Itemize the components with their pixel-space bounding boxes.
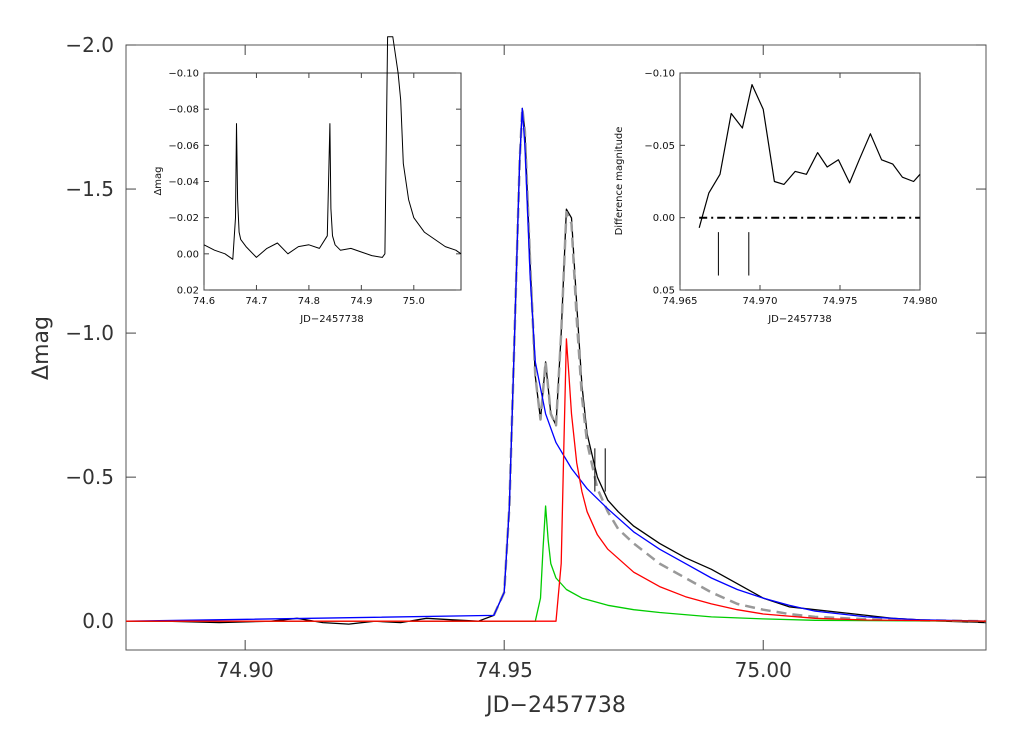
inset-left-series	[203, 36, 462, 260]
main-series	[125, 107, 987, 625]
main-x-tick-label: 74.95	[476, 658, 533, 682]
inset-right-background	[680, 73, 920, 290]
right-x-tick-label: 74.965	[663, 296, 698, 307]
inset-left-y-axis-label: Δmag	[153, 166, 164, 195]
main-series-flare-3	[126, 338, 987, 622]
inset-right-x-ticks: 74.965 74.970 74.975 74.980	[663, 73, 938, 307]
main-y-axis-label: Δmag	[29, 316, 54, 380]
right-x-tick-label: 74.975	[823, 296, 858, 307]
inset-right-frame	[679, 72, 921, 291]
right-y-tick-label: −0.10	[644, 69, 675, 80]
right-x-tick-label: 74.970	[743, 296, 778, 307]
inset-left-x-ticks: 74.6 74.7 74.8 74.9 75.0	[193, 73, 425, 307]
main-x-tick-label: 74.90	[217, 658, 274, 682]
right-y-tick-label: −0.05	[644, 141, 675, 152]
right-y-tick-label: 0.05	[653, 286, 675, 297]
inset-right-series	[698, 83, 921, 228]
inset-left-background	[204, 73, 461, 290]
inset-right-y-axis-label: Difference magnitude	[614, 127, 625, 236]
left-x-tick-label: 74.8	[298, 296, 320, 307]
inset-left-y-ticks: 0.02 0.00 −0.02 −0.04 −0.06 −0.08 −0.10	[168, 69, 461, 297]
main-y-tick-label: −2.0	[65, 33, 114, 57]
left-x-tick-label: 74.7	[245, 296, 267, 307]
inset-right-chart: 74.965 74.970 74.975 74.980 0.05 0.00 −0.05 −0…	[614, 69, 938, 326]
right-y-tick-label: 0.00	[653, 213, 675, 224]
left-x-tick-label: 74.9	[350, 296, 372, 307]
main-y-tick-label: 0.0	[82, 609, 114, 633]
inset-right-annotations	[717, 232, 750, 276]
right-series-difference	[698, 83, 921, 228]
left-y-tick-label: −0.08	[168, 105, 199, 116]
inset-left-chart: 74.6 74.7 74.8 74.9 75.0 0.02 0.00 −0.02 −0.04 −…	[153, 36, 462, 325]
main-y-tick-label: −1.0	[65, 321, 114, 345]
left-y-tick-label: −0.02	[168, 213, 199, 224]
left-y-tick-label: −0.04	[168, 177, 199, 188]
main-x-axis-label: JD−2457738	[484, 693, 626, 718]
inset-right-y-ticks: 0.05 0.00 −0.05 −0.10	[644, 69, 920, 297]
main-x-ticks: 74.90 74.95 75.00	[217, 45, 792, 682]
main-annotations	[594, 448, 606, 492]
left-y-tick-label: −0.10	[168, 69, 199, 80]
main-series-flare-2	[126, 505, 987, 622]
inset-left-x-axis-label: JD−2457738	[299, 314, 364, 325]
inset-right-x-axis-label: JD−2457738	[767, 314, 832, 325]
main-plot-frame	[125, 44, 987, 651]
left-x-tick-label: 74.6	[193, 296, 215, 307]
left-x-tick-label: 75.0	[403, 296, 425, 307]
left-series-light-curve	[203, 36, 462, 260]
main-chart: 74.90 74.95 75.00 0.0 −0.5 −1.0 −1.5 −2.0 JD−2…	[29, 33, 987, 718]
main-y-tick-label: −1.5	[65, 177, 114, 201]
left-y-tick-label: 0.00	[177, 249, 199, 260]
main-y-ticks: 0.0 −0.5 −1.0 −1.5 −2.0	[65, 33, 986, 633]
right-x-tick-label: 74.980	[903, 296, 938, 307]
left-y-tick-label: −0.06	[168, 141, 199, 152]
left-y-tick-label: 0.02	[177, 286, 199, 297]
main-x-tick-label: 75.00	[735, 658, 792, 682]
main-y-tick-label: −0.5	[65, 465, 114, 489]
